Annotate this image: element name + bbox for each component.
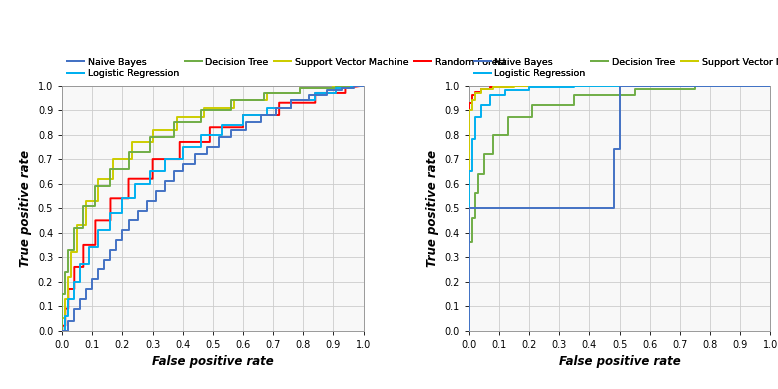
- X-axis label: False positive rate: False positive rate: [152, 355, 274, 368]
- Legend: Naive Bayes, Logistic Regression, Decision Tree, Support Vector Machine, Random : Naive Bayes, Logistic Regression, Decisi…: [67, 58, 506, 79]
- Y-axis label: True positive rate: True positive rate: [19, 149, 32, 267]
- Legend: Naive Bayes, Logistic Regression, Decision Tree, Support Vector Machine, Random : Naive Bayes, Logistic Regression, Decisi…: [474, 58, 778, 79]
- X-axis label: False positive rate: False positive rate: [559, 355, 681, 368]
- Y-axis label: True positive rate: True positive rate: [426, 149, 439, 267]
